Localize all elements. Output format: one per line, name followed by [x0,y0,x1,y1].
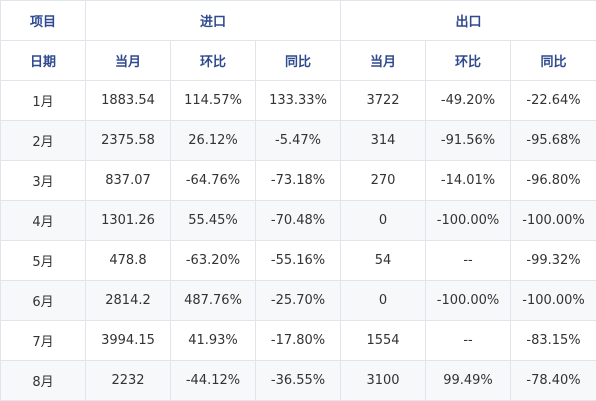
export-current-header: 当月 [340,40,427,81]
table-row: 3月 837.07 -64.76% -73.18% 270 -14.01% -96.80% [0,160,596,201]
export-current-cell: 270 [340,160,427,201]
table-row: 2月 2375.58 26.12% -5.47% 314 -91.56% -95.68% [0,120,596,161]
table-row: 1月 1883.54 114.57% 133.33% 3722 -49.20% -22.64… [0,80,596,121]
month-cell: 6月 [0,280,86,321]
export-current-cell: 0 [340,200,427,241]
export-current-cell: 3722 [340,80,427,121]
month-cell: 7月 [0,320,86,361]
export-mom-cell: 99.49% [425,360,512,401]
import-current-cell: 3994.15 [85,320,171,361]
import-yoy-cell: -25.70% [254,280,342,321]
export-yoy-cell: -96.80% [510,160,596,201]
import-mom-cell: 114.57% [170,80,256,121]
import-yoy-header: 同比 [254,40,342,81]
export-current-cell: 54 [340,240,427,281]
import-current-cell: 2232 [85,360,171,401]
import-yoy-cell: -36.55% [254,360,342,401]
import-mom-header: 环比 [170,40,256,81]
import-current-cell: 2375.58 [85,120,171,161]
month-cell: 3月 [0,160,86,201]
period-header: 日期 [0,40,86,81]
export-current-cell: 1554 [340,320,427,361]
export-yoy-cell: -22.64% [510,80,596,121]
export-yoy-cell: -78.40% [510,360,596,401]
export-mom-header: 环比 [425,40,512,81]
import-group-header: 进口 [84,0,342,41]
import-mom-cell: 41.93% [170,320,256,361]
table-row: 6月 2814.2 487.76% -25.70% 0 -100.00% -100.00% [0,280,596,321]
import-yoy-cell: -73.18% [254,160,342,201]
import-yoy-cell: 133.33% [254,80,342,121]
import-mom-cell: -44.12% [170,360,256,401]
table-row: 5月 478.8 -63.20% -55.16% 54 -- -99.32% [0,240,596,281]
export-mom-cell: -- [425,240,512,281]
group-header-row: 项目 进口 出口 [0,0,596,41]
export-mom-cell: -14.01% [425,160,512,201]
import-mom-cell: 487.76% [170,280,256,321]
month-cell: 2月 [0,120,86,161]
import-mom-cell: 26.12% [170,120,256,161]
import-yoy-cell: -17.80% [254,320,342,361]
export-current-cell: 314 [340,120,427,161]
import-current-header: 当月 [85,40,171,81]
import-mom-cell: -64.76% [170,160,256,201]
export-group-header: 出口 [340,0,596,41]
month-cell: 1月 [0,80,86,121]
export-yoy-cell: -83.15% [510,320,596,361]
import-mom-cell: 55.45% [170,200,256,241]
export-mom-cell: -- [425,320,512,361]
export-current-cell: 0 [340,280,427,321]
item-header: 项目 [0,0,86,41]
export-yoy-cell: -100.00% [510,280,596,321]
import-current-cell: 1883.54 [85,80,171,121]
import-mom-cell: -63.20% [170,240,256,281]
export-yoy-header: 同比 [510,40,596,81]
import-current-cell: 478.8 [85,240,171,281]
export-yoy-cell: -100.00% [510,200,596,241]
export-mom-cell: -100.00% [425,280,512,321]
export-yoy-cell: -95.68% [510,120,596,161]
import-current-cell: 2814.2 [85,280,171,321]
table-row: 8月 2232 -44.12% -36.55% 3100 99.49% -78.40% [0,360,596,401]
export-mom-cell: -100.00% [425,200,512,241]
export-yoy-cell: -99.32% [510,240,596,281]
import-yoy-cell: -70.48% [254,200,342,241]
column-header-row: 日期 当月 环比 同比 当月 环比 同比 [0,40,596,81]
export-mom-cell: -91.56% [425,120,512,161]
table-row: 4月 1301.26 55.45% -70.48% 0 -100.00% -100.00% [0,200,596,241]
export-mom-cell: -49.20% [425,80,512,121]
month-cell: 4月 [0,200,86,241]
import-yoy-cell: -5.47% [254,120,342,161]
import-current-cell: 837.07 [85,160,171,201]
export-current-cell: 3100 [340,360,427,401]
month-cell: 8月 [0,360,86,401]
month-cell: 5月 [0,240,86,281]
table-row: 7月 3994.15 41.93% -17.80% 1554 -- -83.15% [0,320,596,361]
import-current-cell: 1301.26 [85,200,171,241]
import-yoy-cell: -55.16% [254,240,342,281]
